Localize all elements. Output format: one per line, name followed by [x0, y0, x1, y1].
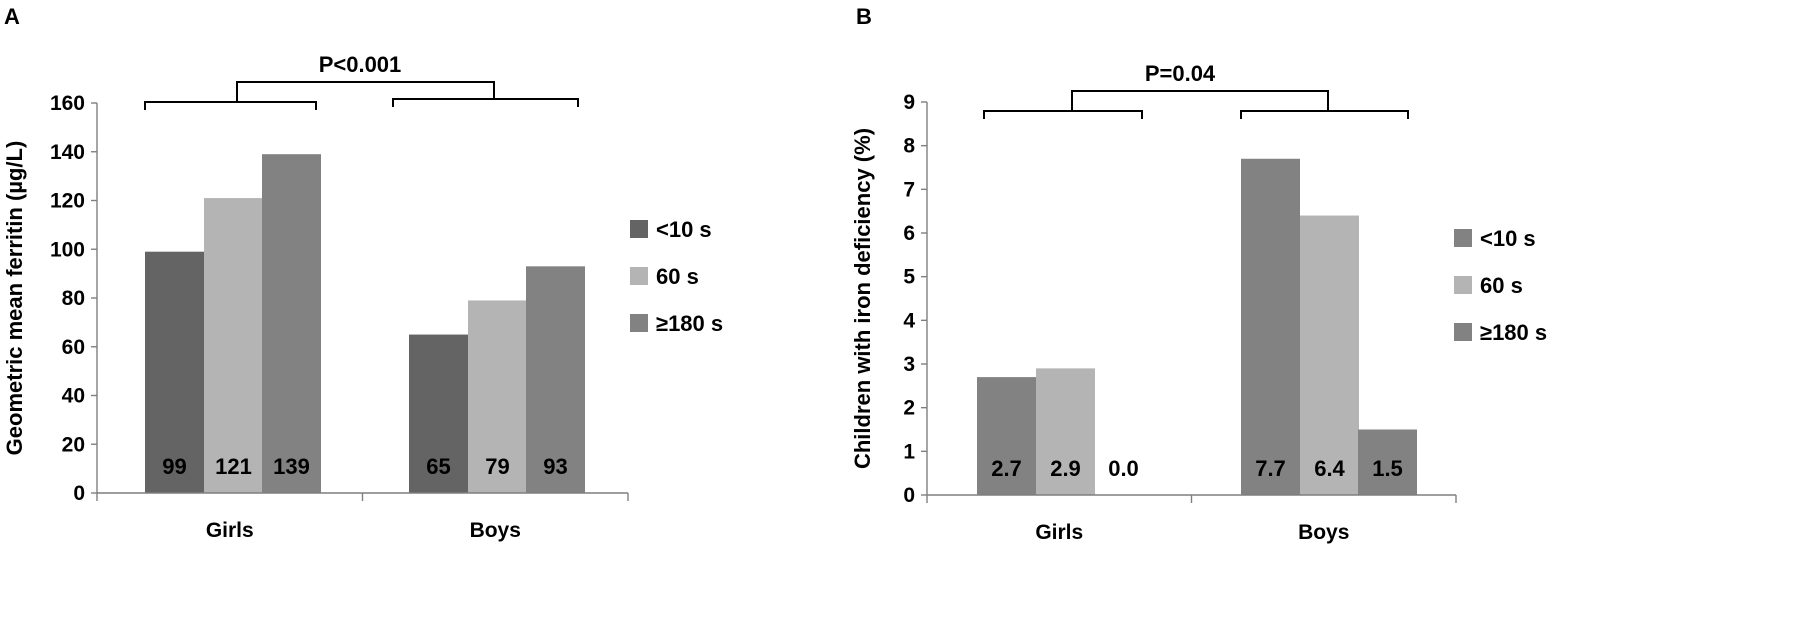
legend-swatch-0 — [1454, 229, 1472, 247]
chart-panel-a: A 99 121 139 65 79 93 0 20 40 60 80 100 120 140 160 Gir… — [2, 4, 723, 542]
y-tick-label: 0 — [903, 484, 915, 507]
data-label-boys-0: 7.7 — [1255, 456, 1286, 481]
y-tick-label: 5 — [903, 266, 915, 289]
y-tick-label: 20 — [62, 433, 85, 456]
x-category-label: Boys — [1298, 521, 1349, 544]
y-tick-label: 100 — [50, 238, 85, 261]
y-axis-title: Children with iron deficiency (%) — [850, 128, 875, 469]
data-label-boys-1: 79 — [485, 454, 509, 479]
significance-bracket-top — [236, 81, 495, 102]
bar-boys-0 — [409, 334, 468, 493]
legend-swatch-2 — [630, 314, 648, 332]
y-tick-label: 140 — [50, 141, 85, 164]
data-label-girls-1: 2.9 — [1050, 456, 1081, 481]
y-tick-label: 2 — [903, 397, 915, 420]
y-tick-label: 120 — [50, 190, 85, 213]
y-tick-label: 7 — [903, 178, 915, 201]
bar-girls-2 — [262, 154, 321, 493]
y-tick-label: 1 — [903, 440, 915, 463]
y-axis-title: Geometric mean ferritin (µg/L) — [2, 141, 27, 456]
x-category-label: Girls — [206, 519, 254, 542]
significance-bracket-group-1 — [1240, 110, 1409, 119]
bar-boys-0 — [1241, 158, 1300, 495]
data-label-boys-2: 93 — [543, 454, 567, 479]
legend-swatch-0 — [630, 220, 648, 238]
significance-bracket-top — [1071, 90, 1329, 111]
y-tick-label: 40 — [62, 385, 85, 408]
y-tick-label: 80 — [62, 287, 85, 310]
chart-panel-b: B 2.7 2.9 0.0 7.7 6.4 1.5 0 1 2 3 4 5 6 7 8 9 Girls Boys C… — [850, 0, 1800, 627]
legend-label-1: 60 s — [1480, 273, 1523, 298]
p-value-annotation: P=0.04 — [1145, 61, 1216, 86]
bar-boys-2 — [1358, 429, 1417, 495]
x-category-label: Boys — [470, 519, 521, 542]
y-tick-label: 160 — [50, 92, 85, 115]
legend-label-0: <10 s — [1480, 226, 1536, 251]
x-category-label: Girls — [1035, 521, 1083, 544]
bar-girls-0 — [977, 377, 1036, 495]
significance-bracket-group-0 — [144, 101, 317, 110]
legend-swatch-1 — [1454, 276, 1472, 294]
data-label-girls-0: 99 — [162, 454, 186, 479]
significance-bracket-group-1 — [392, 98, 579, 107]
data-label-girls-1: 121 — [215, 454, 252, 479]
y-tick-label: 60 — [62, 336, 85, 359]
bar-girls-1 — [204, 198, 263, 493]
legend-label-1: 60 s — [656, 264, 699, 289]
chart-a-svg: 99 121 139 65 79 93 0 20 40 60 80 100 120 140 160 Girls… — [2, 52, 723, 542]
y-tick-label: 4 — [903, 309, 915, 332]
legend-label-0: <10 s — [656, 217, 712, 242]
bar-boys-2 — [526, 266, 585, 493]
y-tick-label: 8 — [903, 135, 915, 158]
significance-bracket-group-0 — [983, 110, 1143, 119]
data-label-boys-2: 1.5 — [1372, 456, 1403, 481]
y-tick-label: 9 — [903, 91, 915, 114]
data-label-girls-2: 139 — [273, 454, 310, 479]
p-value-annotation: P<0.001 — [319, 52, 402, 77]
chart-b-svg: 2.7 2.9 0.0 7.7 6.4 1.5 0 1 2 3 4 5 6 7 8 9 Girls Boys Chi… — [850, 61, 1547, 544]
bar-girls-0 — [145, 251, 204, 493]
legend-swatch-1 — [630, 267, 648, 285]
data-label-girls-2: 0.0 — [1108, 456, 1139, 481]
data-label-girls-0: 2.7 — [991, 456, 1022, 481]
data-label-boys-1: 6.4 — [1314, 456, 1345, 481]
y-tick-label: 6 — [903, 222, 915, 245]
legend-label-2: ≥180 s — [1480, 320, 1547, 345]
bar-boys-1 — [1300, 215, 1359, 496]
y-tick-label: 3 — [903, 353, 915, 376]
legend-label-2: ≥180 s — [656, 311, 723, 336]
legend-swatch-2 — [1454, 323, 1472, 341]
bar-girls-1 — [1036, 368, 1095, 495]
data-label-boys-0: 65 — [426, 454, 450, 479]
bar-boys-1 — [468, 300, 527, 493]
panel-letter-b: B — [856, 4, 872, 29]
y-tick-label: 0 — [73, 482, 85, 505]
panel-letter-a: A — [4, 4, 20, 29]
